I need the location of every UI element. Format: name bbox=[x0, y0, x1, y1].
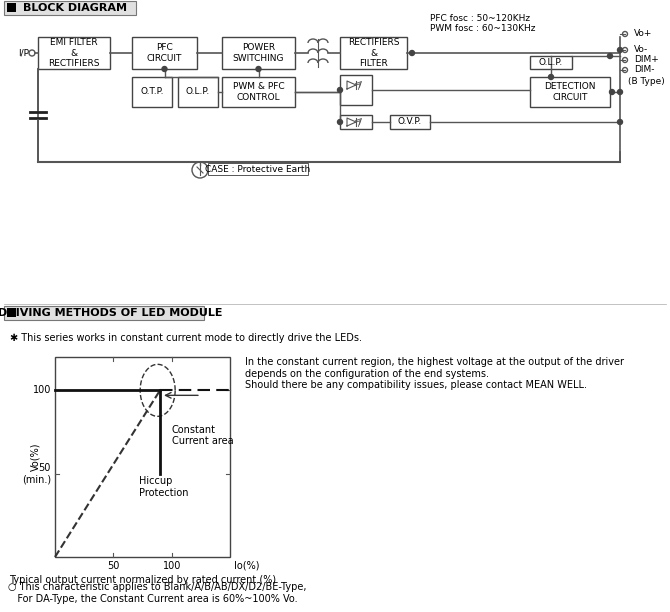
Circle shape bbox=[409, 51, 415, 56]
Circle shape bbox=[608, 53, 612, 59]
Circle shape bbox=[338, 88, 342, 92]
Circle shape bbox=[618, 119, 622, 124]
Bar bbox=[530, 77, 610, 107]
Bar bbox=[530, 56, 572, 69]
Text: (B Type): (B Type) bbox=[628, 76, 665, 86]
Bar bbox=[4, 306, 204, 320]
Bar bbox=[222, 37, 295, 69]
Text: PFC fosc : 50~120KHz
PWM fosc : 60~130KHz: PFC fosc : 50~120KHz PWM fosc : 60~130KH… bbox=[430, 14, 535, 34]
Text: BLOCK DIAGRAM: BLOCK DIAGRAM bbox=[23, 3, 127, 13]
Text: 50: 50 bbox=[107, 561, 119, 571]
Bar bbox=[340, 37, 407, 69]
Text: DIM+: DIM+ bbox=[634, 56, 659, 64]
Text: In the constant current region, the highest voltage at the output of the driver
: In the constant current region, the high… bbox=[245, 357, 624, 390]
Bar bbox=[208, 163, 308, 175]
Bar bbox=[55, 357, 230, 557]
Text: Typical output current normalized by rated current (%): Typical output current normalized by rat… bbox=[9, 575, 276, 585]
Text: PWM & PFC
CONTROL: PWM & PFC CONTROL bbox=[232, 82, 284, 102]
Circle shape bbox=[610, 89, 614, 94]
Text: Vo(%): Vo(%) bbox=[30, 442, 40, 471]
Text: POWER
SWITCHING: POWER SWITCHING bbox=[232, 43, 284, 62]
Circle shape bbox=[256, 67, 261, 72]
Bar bbox=[7, 308, 16, 317]
Text: Io(%): Io(%) bbox=[234, 561, 259, 571]
Text: O.V.P.: O.V.P. bbox=[398, 118, 422, 127]
Text: DETECTION
CIRCUIT: DETECTION CIRCUIT bbox=[544, 82, 596, 102]
Bar bbox=[222, 77, 295, 107]
Bar bbox=[7, 3, 16, 12]
Text: 100: 100 bbox=[163, 561, 181, 571]
Text: O.T.P.: O.T.P. bbox=[140, 88, 163, 97]
Bar bbox=[4, 1, 136, 15]
Text: ✱ This series works in constant current mode to directly drive the LEDs.: ✱ This series works in constant current … bbox=[10, 333, 362, 343]
Circle shape bbox=[549, 75, 553, 80]
Bar bbox=[132, 77, 172, 107]
Bar bbox=[390, 115, 430, 129]
Text: CASE : Protective Earth: CASE : Protective Earth bbox=[206, 165, 311, 173]
Text: EMI FILTER
&
RECTIFIERS: EMI FILTER & RECTIFIERS bbox=[48, 38, 100, 68]
Text: ○ This characteristic applies to Blank/A/B/AB/DX/D2/BE-Type,
   For DA-Type, the: ○ This characteristic applies to Blank/A… bbox=[8, 582, 306, 603]
Text: DRIVING METHODS OF LED MODULE: DRIVING METHODS OF LED MODULE bbox=[0, 308, 222, 318]
Bar bbox=[132, 37, 197, 69]
Text: RECTIFIERS
&
FILTER: RECTIFIERS & FILTER bbox=[348, 38, 399, 68]
Circle shape bbox=[618, 89, 622, 94]
Bar bbox=[38, 37, 110, 69]
Circle shape bbox=[338, 119, 342, 124]
Bar bbox=[340, 75, 372, 105]
Text: DIM-: DIM- bbox=[634, 65, 655, 75]
Bar bbox=[178, 77, 218, 107]
Text: 100: 100 bbox=[33, 386, 51, 395]
Circle shape bbox=[618, 48, 622, 53]
Circle shape bbox=[162, 67, 167, 72]
Text: PFC
CIRCUIT: PFC CIRCUIT bbox=[147, 43, 182, 62]
Bar bbox=[340, 115, 372, 129]
Text: Constant
Current area: Constant Current area bbox=[172, 425, 233, 446]
Text: Vo-: Vo- bbox=[634, 45, 649, 54]
Text: Vo+: Vo+ bbox=[634, 29, 653, 39]
Text: 50
(min.): 50 (min.) bbox=[22, 463, 51, 485]
Text: O.L.P.: O.L.P. bbox=[539, 58, 563, 67]
Text: O.L.P.: O.L.P. bbox=[186, 88, 210, 97]
Text: Hiccup
Protection: Hiccup Protection bbox=[139, 476, 188, 498]
Text: I/P: I/P bbox=[19, 48, 29, 58]
